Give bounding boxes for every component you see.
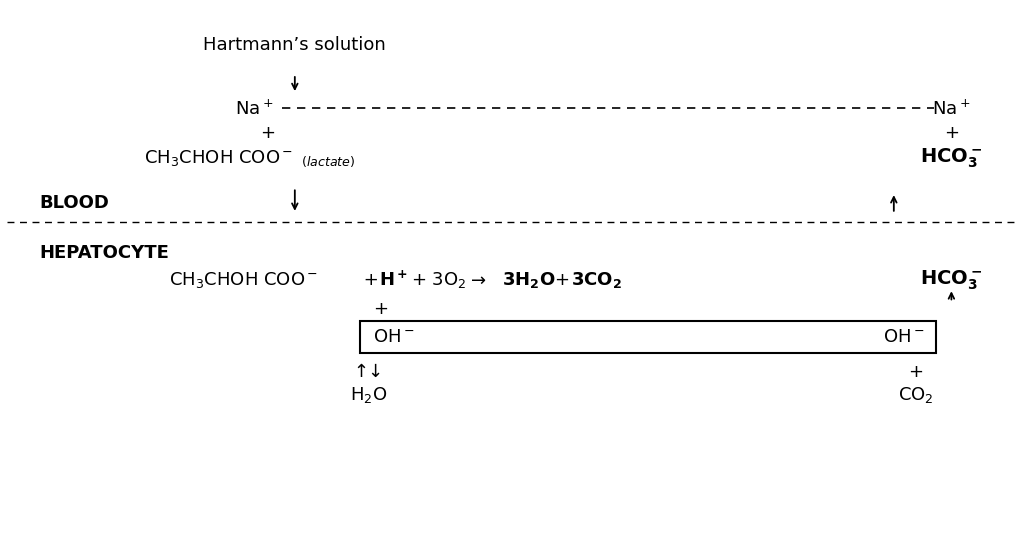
Text: OH$^-$: OH$^-$ <box>883 328 924 346</box>
Text: +: + <box>554 271 569 289</box>
Text: CO$_2$: CO$_2$ <box>898 385 934 405</box>
Text: HEPATOCYTE: HEPATOCYTE <box>39 244 169 262</box>
Text: +: + <box>908 363 924 381</box>
Text: $\mathbf{HCO_3^-}$: $\mathbf{HCO_3^-}$ <box>921 268 982 291</box>
Text: CH$_3$CHOH COO$^-$ $_{(lactate)}$: CH$_3$CHOH COO$^-$ $_{(lactate)}$ <box>143 148 355 169</box>
Text: Na$^+$: Na$^+$ <box>932 99 971 118</box>
Text: $\rightarrow$: $\rightarrow$ <box>467 271 486 289</box>
Text: OH$^-$: OH$^-$ <box>373 328 414 346</box>
Text: $\mathbf{3CO_2}$: $\mathbf{3CO_2}$ <box>570 270 622 290</box>
Text: +: + <box>260 124 275 142</box>
Text: +: + <box>358 271 379 289</box>
Text: $\mathbf{HCO_3^-}$: $\mathbf{HCO_3^-}$ <box>921 147 982 170</box>
Text: CH$_3$CHOH COO$^-$: CH$_3$CHOH COO$^-$ <box>169 270 317 290</box>
Text: Na$^+$: Na$^+$ <box>236 99 273 118</box>
Text: BLOOD: BLOOD <box>39 194 110 212</box>
Text: $\mathbf{3H_2O}$: $\mathbf{3H_2O}$ <box>502 270 555 290</box>
Text: ↑↓: ↑↓ <box>353 363 384 381</box>
Text: +: + <box>944 124 958 142</box>
Text: +: + <box>373 300 388 318</box>
Text: H$_2$O: H$_2$O <box>350 385 387 405</box>
FancyBboxPatch shape <box>360 321 936 353</box>
Text: + 3O$_2$: + 3O$_2$ <box>411 270 466 290</box>
Text: Hartmann’s solution: Hartmann’s solution <box>204 36 386 53</box>
Text: $\mathbf{H^+}$: $\mathbf{H^+}$ <box>379 270 408 289</box>
